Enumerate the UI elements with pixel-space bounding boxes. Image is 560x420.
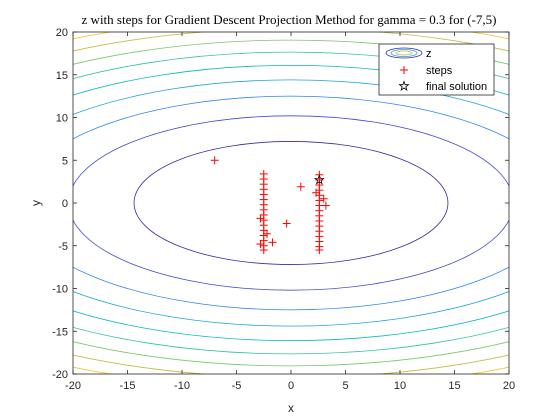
x-tick-label: -15 <box>120 380 136 392</box>
y-tick-label: -15 <box>52 326 68 338</box>
final-solution-markers <box>313 174 325 185</box>
step-marker <box>282 219 291 228</box>
y-tick-label: -20 <box>52 369 68 381</box>
x-tick-label: 20 <box>503 380 515 392</box>
x-tick-label: -20 <box>65 380 81 392</box>
chart-title: z with steps for Gradient Descent Projec… <box>82 12 497 27</box>
legend-contour-icon <box>385 47 423 59</box>
contour-lines <box>73 32 509 374</box>
x-tick-label: 10 <box>394 380 406 392</box>
contour-level-4 <box>73 79 509 327</box>
legend-label-steps: steps <box>426 65 453 77</box>
contour-level-7 <box>73 39 509 367</box>
legend-box <box>378 43 495 96</box>
contour-level-6 <box>73 51 509 355</box>
x-tick-label: -5 <box>232 380 242 392</box>
final-solution-marker <box>313 174 325 185</box>
step-marker <box>259 246 268 255</box>
y-axis-ticks: -20 -15 -10 -5 0 5 10 15 20 <box>52 27 509 381</box>
x-axis-label: x <box>288 401 294 415</box>
x-tick-label: 15 <box>448 380 460 392</box>
legend-entry-z: z <box>385 47 432 60</box>
contour-level-5 <box>73 64 509 342</box>
contour-level-3 <box>73 95 509 311</box>
step-marker <box>319 194 328 203</box>
y-tick-label: 20 <box>56 27 68 39</box>
legend-entry-steps: steps <box>400 65 453 77</box>
x-axis-ticks: -20 -15 -10 -5 0 5 10 15 20 <box>65 32 515 392</box>
contour-level-1 <box>133 141 449 265</box>
step-marker <box>256 214 265 223</box>
legend-label-final-solution: final solution <box>426 81 487 93</box>
x-tick-label: 5 <box>342 380 348 392</box>
step-marker <box>315 246 324 255</box>
legend-label-z: z <box>426 48 432 60</box>
legend-star-marker-icon <box>398 80 410 92</box>
step-marker <box>296 182 305 191</box>
x-tick-label: 0 <box>288 380 294 392</box>
y-tick-label: 10 <box>56 113 68 125</box>
step-marker <box>263 229 272 238</box>
y-axis-label: y <box>29 200 43 206</box>
step-marker <box>210 156 219 165</box>
step-marker <box>321 201 330 210</box>
legend-entry-final-solution: final solution <box>398 80 487 93</box>
y-tick-label: 5 <box>62 155 68 167</box>
y-tick-label: 15 <box>56 70 68 82</box>
step-marker <box>268 238 277 247</box>
y-tick-label: -10 <box>52 284 68 296</box>
contour-level-2 <box>73 115 509 291</box>
step-marker <box>256 240 265 249</box>
step-marker <box>312 188 321 197</box>
step-markers <box>210 156 330 255</box>
legend-plus-marker-icon <box>400 66 408 74</box>
y-tick-label: -5 <box>58 241 68 253</box>
y-tick-label: 0 <box>62 198 68 210</box>
legend: z steps final solution <box>378 43 495 96</box>
x-tick-label: -10 <box>174 380 190 392</box>
